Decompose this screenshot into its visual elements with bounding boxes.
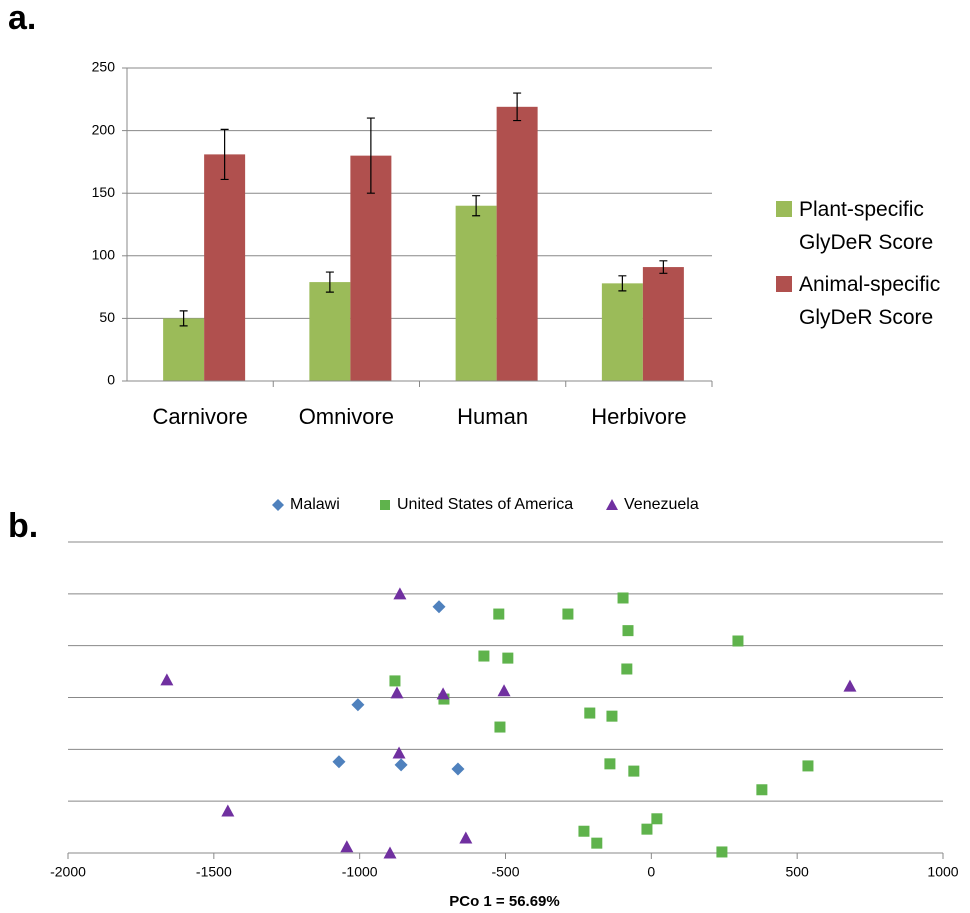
y-tick-label: 50 (99, 309, 115, 325)
y-tick-label: 0 (107, 372, 115, 388)
marker (843, 679, 857, 692)
x-tick-label: -1500 (196, 864, 232, 880)
marker (459, 831, 473, 844)
legend-swatch (776, 201, 792, 217)
y-tick-label: 150 (92, 184, 116, 200)
error-bar (659, 260, 668, 274)
marker (617, 592, 629, 604)
marker (394, 758, 408, 772)
bar (309, 282, 351, 381)
legend-label: Malawi (290, 496, 340, 513)
x-tick-label: Herbivore (591, 404, 686, 429)
marker (494, 721, 506, 733)
legend-label: Venezuela (624, 496, 699, 513)
marker (606, 710, 618, 722)
x-tick-label: -1000 (342, 864, 378, 880)
legend-label: Animal-specific GlyDeR Score (799, 273, 941, 329)
error-bar (513, 92, 522, 122)
legend-marker (606, 499, 618, 510)
legend-label: United States of America (397, 496, 573, 513)
error-bar (220, 128, 229, 181)
marker (351, 698, 365, 712)
error-bar (618, 275, 627, 292)
marker (160, 673, 174, 686)
y-tick-label: 100 (92, 247, 116, 263)
bar (496, 106, 538, 381)
bar (204, 154, 246, 381)
marker (390, 686, 404, 699)
bar (601, 283, 643, 381)
legend-swatch (776, 276, 792, 292)
marker (451, 762, 465, 776)
marker (732, 635, 744, 647)
error-bar (366, 117, 375, 194)
marker (340, 840, 354, 853)
x-tick-label: 500 (785, 864, 809, 880)
marker (393, 587, 407, 600)
bar (455, 205, 497, 381)
marker (622, 625, 634, 637)
marker (716, 846, 728, 858)
x-tick-label: Carnivore (152, 404, 247, 429)
legend-marker (380, 500, 390, 510)
legend-label: Plant-specific GlyDeR Score (799, 198, 934, 254)
marker (578, 825, 590, 837)
marker (562, 608, 574, 620)
marker (383, 846, 397, 859)
x-tick-label: Omnivore (299, 404, 394, 429)
marker (604, 758, 616, 770)
marker (436, 687, 450, 700)
marker (432, 600, 446, 614)
marker (493, 608, 505, 620)
marker (802, 760, 814, 772)
marker (332, 755, 346, 769)
marker (221, 804, 235, 817)
marker (641, 823, 653, 835)
marker (497, 684, 511, 697)
x-tick-label: -500 (491, 864, 519, 880)
marker (756, 784, 768, 796)
marker (591, 837, 603, 849)
error-bar (325, 271, 334, 293)
x-tick-label: 0 (647, 864, 655, 880)
x-tick-label: Human (457, 404, 528, 429)
error-bar (472, 195, 481, 217)
bar (163, 318, 205, 381)
marker (478, 650, 490, 662)
error-bar (179, 310, 188, 327)
x-axis-title: PCo 1 = 56.69% (449, 893, 559, 910)
marker (389, 675, 401, 687)
bar (642, 267, 684, 381)
marker (584, 707, 596, 719)
marker (502, 652, 514, 664)
marker (628, 765, 640, 777)
x-tick-label: 1000 (927, 864, 958, 880)
marker (621, 663, 633, 675)
marker (392, 746, 406, 759)
x-tick-label: -2000 (50, 864, 86, 880)
panel-label: b. (8, 507, 38, 545)
y-tick-label: 250 (92, 59, 116, 75)
marker (651, 813, 663, 825)
y-tick-label: 200 (92, 121, 116, 137)
legend-marker (272, 499, 284, 511)
panel-label: a. (8, 0, 36, 37)
